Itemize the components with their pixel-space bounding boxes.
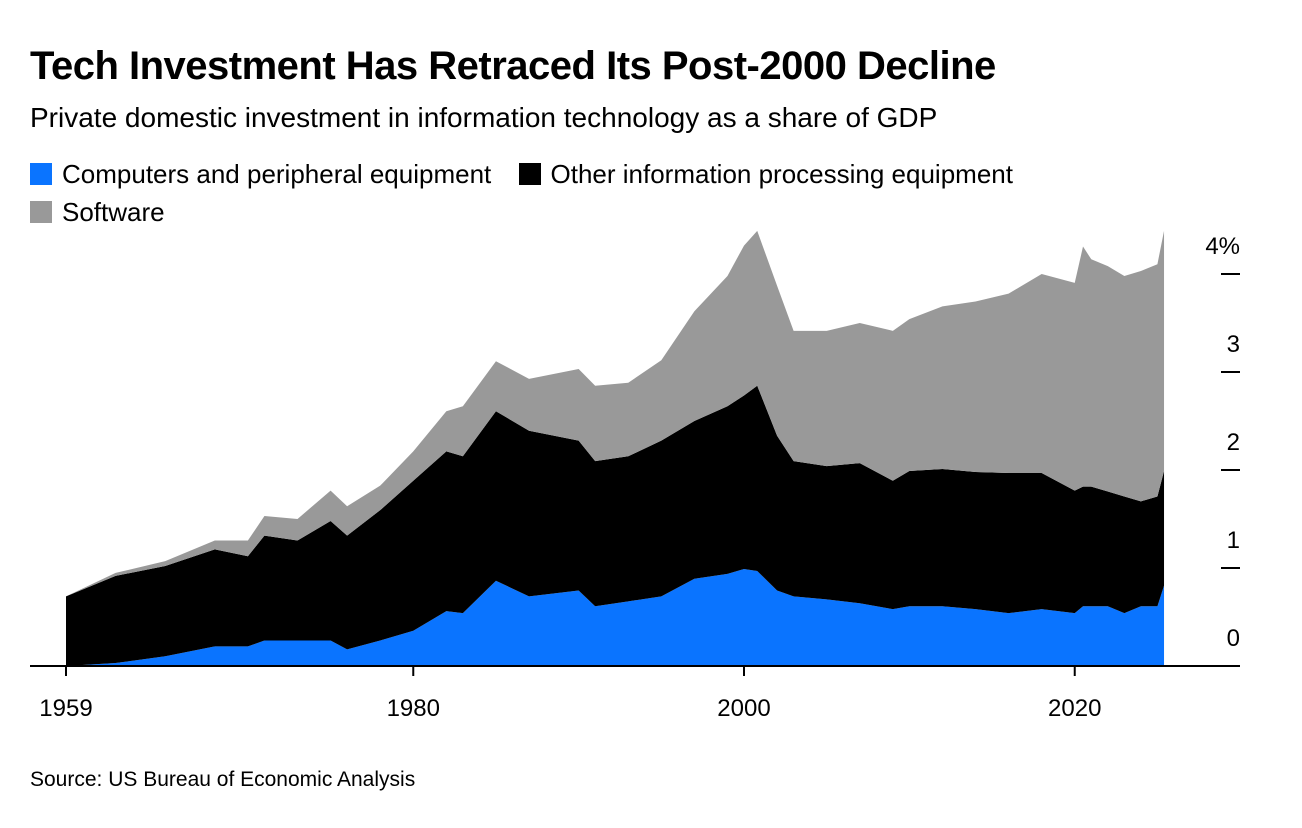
area-series-1 — [66, 385, 1165, 666]
y-tick-label: 3 — [1227, 331, 1240, 358]
legend-swatch — [30, 201, 52, 223]
legend-item-software: Software — [30, 194, 165, 230]
legend: Computers and peripheral equipment Other… — [30, 156, 1180, 232]
y-tick-label: 0 — [1227, 625, 1240, 652]
area-series-0 — [66, 568, 1165, 666]
chart-subtitle: Private domestic investment in informati… — [30, 102, 938, 133]
legend-label: Software — [62, 197, 165, 227]
x-tick-label: 2020 — [1048, 695, 1101, 722]
x-tick-label: 1959 — [39, 695, 92, 722]
x-tick-label: 1980 — [387, 695, 440, 722]
legend-swatch — [518, 163, 541, 185]
legend-label: Other information processing equipment — [550, 159, 1013, 189]
x-tick-label: 2000 — [717, 695, 770, 722]
legend-item-computers: Computers and peripheral equipment — [30, 156, 491, 192]
legend-swatch — [30, 163, 52, 185]
legend-label: Computers and peripheral equipment — [62, 159, 492, 189]
area-series-2 — [66, 230, 1165, 597]
legend-item-other: Other information processing equipment — [518, 156, 1013, 192]
chart-title: Tech Investment Has Retraced Its Post-20… — [30, 44, 996, 88]
source-note: Source: US Bureau of Economic Analysis — [30, 768, 416, 791]
y-tick-label: 2 — [1227, 429, 1240, 456]
y-tick-label: 1 — [1227, 527, 1240, 554]
y-tick-label: 4% — [1205, 233, 1240, 260]
